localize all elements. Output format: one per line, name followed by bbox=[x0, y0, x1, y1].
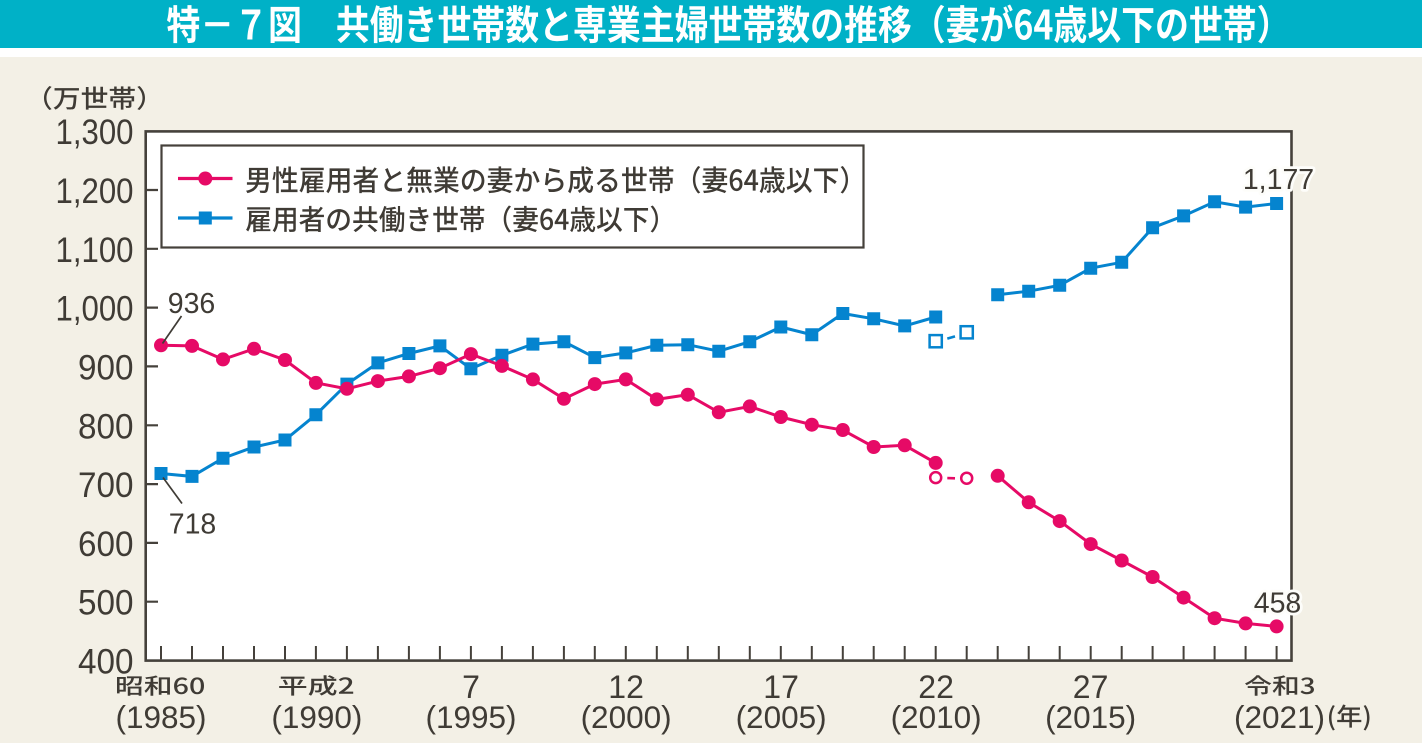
svg-text:1,300: 1,300 bbox=[56, 112, 134, 152]
svg-text:(2005): (2005) bbox=[736, 699, 827, 735]
svg-text:1,100: 1,100 bbox=[56, 230, 134, 270]
svg-text:7: 7 bbox=[462, 669, 480, 705]
svg-text:(2015): (2015) bbox=[1045, 699, 1136, 735]
svg-text:500: 500 bbox=[78, 583, 134, 623]
svg-text:936: 936 bbox=[168, 288, 216, 320]
svg-text:718: 718 bbox=[169, 509, 217, 541]
svg-text:(1990): (1990) bbox=[271, 699, 362, 735]
svg-text:400: 400 bbox=[78, 642, 134, 682]
svg-text:800: 800 bbox=[78, 406, 134, 446]
svg-text:1,177: 1,177 bbox=[1243, 164, 1314, 196]
svg-text:1,000: 1,000 bbox=[56, 289, 134, 329]
svg-text:(2021): (2021) bbox=[1234, 699, 1325, 735]
svg-text:(2000): (2000) bbox=[581, 699, 672, 735]
svg-text:458: 458 bbox=[1254, 588, 1302, 620]
svg-text:12: 12 bbox=[608, 669, 644, 705]
svg-text:27: 27 bbox=[1073, 669, 1109, 705]
svg-text:22: 22 bbox=[918, 669, 954, 705]
svg-text:600: 600 bbox=[78, 524, 134, 564]
svg-text:1,200: 1,200 bbox=[56, 171, 134, 211]
svg-text:(1985): (1985) bbox=[115, 699, 206, 735]
svg-text:17: 17 bbox=[763, 669, 799, 705]
svg-text:(2010): (2010) bbox=[891, 699, 982, 735]
svg-text:900: 900 bbox=[78, 347, 134, 387]
svg-text:(1995): (1995) bbox=[425, 699, 516, 735]
svg-text:700: 700 bbox=[78, 465, 134, 505]
